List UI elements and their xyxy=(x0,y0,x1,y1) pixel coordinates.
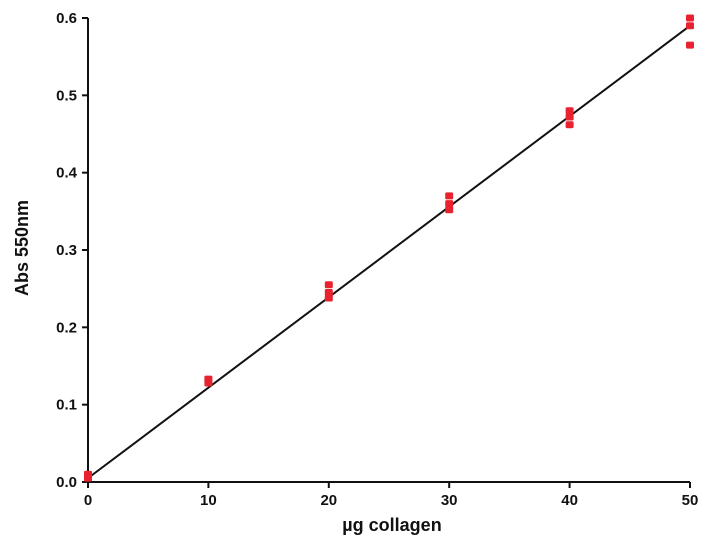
y-tick-label: 0.1 xyxy=(56,397,77,414)
data-point xyxy=(686,41,694,49)
x-tick-label: 20 xyxy=(320,492,337,509)
y-tick-label: 0.0 xyxy=(56,474,77,491)
x-tick-label: 30 xyxy=(441,492,458,509)
data-point xyxy=(324,294,333,302)
data-points xyxy=(84,14,694,482)
data-point xyxy=(445,200,454,208)
data-point xyxy=(445,206,454,214)
x-tick-label: 0 xyxy=(84,492,92,509)
data-point xyxy=(686,14,694,22)
y-tick-label: 0.4 xyxy=(56,165,78,182)
data-point xyxy=(324,281,333,289)
y-tick-label: 0.6 xyxy=(56,10,77,27)
x-axis-label: µg collagen xyxy=(342,515,441,535)
data-point xyxy=(204,375,213,383)
data-point xyxy=(565,121,574,129)
y-tick-label: 0.2 xyxy=(56,319,77,336)
data-point xyxy=(445,192,454,200)
fit-line xyxy=(87,24,691,479)
y-tick-label: 0.3 xyxy=(56,242,77,259)
data-point xyxy=(686,22,694,30)
x-tick-label: 10 xyxy=(200,492,217,509)
data-point xyxy=(324,289,333,297)
data-point xyxy=(565,107,574,115)
y-axis-label: Abs 550nm xyxy=(12,200,32,296)
x-tick-label: 50 xyxy=(682,492,699,509)
fit-line-group xyxy=(87,24,691,479)
y-axis: 0.0 0.1 0.2 0.3 0.4 0.5 0.6 xyxy=(56,10,89,491)
y-tick-label: 0.5 xyxy=(56,87,77,104)
x-tick-label: 40 xyxy=(561,492,578,509)
x-axis: 0 10 20 30 40 50 xyxy=(84,481,699,509)
data-point xyxy=(84,470,92,478)
data-point xyxy=(565,113,574,121)
